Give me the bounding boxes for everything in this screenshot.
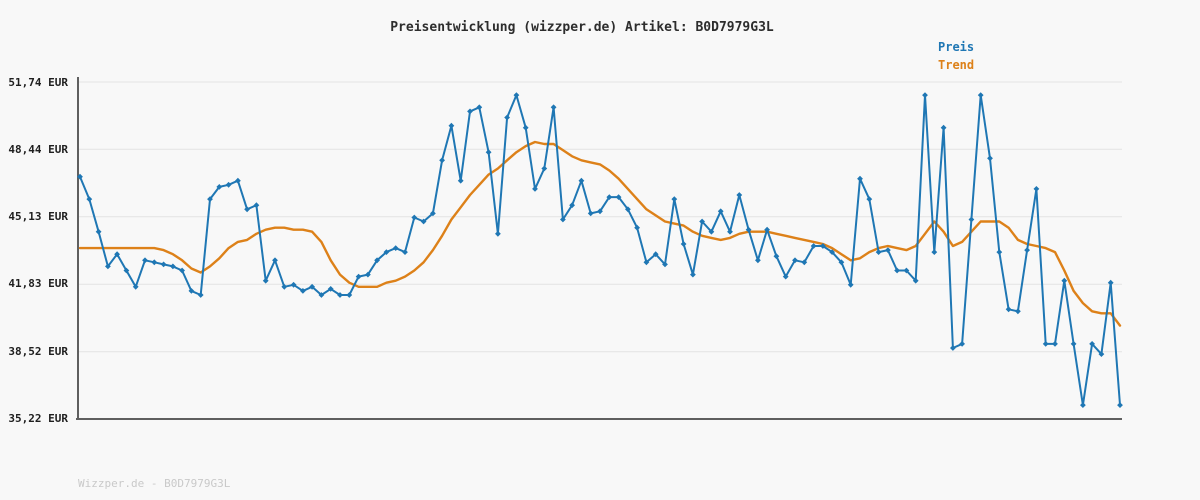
watermark: Wizzper.de - B0D7979G3L [78,477,231,490]
y-tick-label: 38,52 EUR [8,345,68,358]
chart-title: Preisentwicklung (wizzper.de) Artikel: B… [390,20,774,35]
y-tick-label: 48,44 EUR [8,143,68,156]
y-tick-label: 51,74 EUR [8,76,68,89]
y-tick-label: 41,83 EUR [8,277,68,290]
y-tick-label: 35,22 EUR [8,412,68,425]
y-tick-label: 45,13 EUR [8,210,68,223]
